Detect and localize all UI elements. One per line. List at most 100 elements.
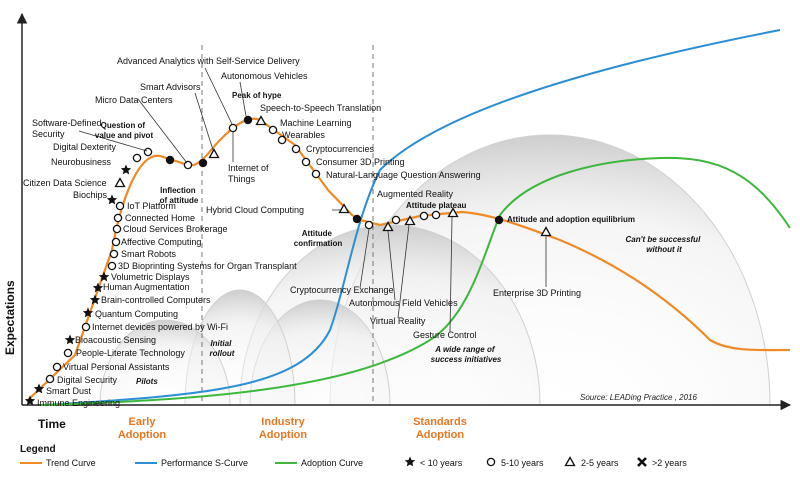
marker-affective-computing bbox=[111, 237, 121, 247]
performance-s-curve bbox=[44, 29, 781, 406]
marker-nlqa bbox=[311, 169, 321, 179]
marker-smart-advisors bbox=[208, 148, 220, 159]
marker-cryptocurrency-exchange bbox=[364, 220, 374, 230]
label-iot-line1: Internet of bbox=[228, 163, 269, 173]
label-internet-of-things: Internet of Things bbox=[228, 163, 271, 184]
label-augmented-reality: Augmented Reality bbox=[377, 189, 454, 199]
marker-question-of-value bbox=[165, 155, 175, 165]
marker-cloud-services-brokerage bbox=[112, 224, 122, 234]
background-domes bbox=[99, 134, 771, 406]
marker-internet-devices-wifi bbox=[81, 322, 91, 332]
label-gesture-control: Gesture Control bbox=[413, 330, 477, 340]
marker-citizen-data-science bbox=[114, 177, 126, 188]
marker-gesture-control bbox=[447, 207, 459, 218]
pointer-autonomous-field-vehicles bbox=[387, 230, 396, 301]
legend-cross-label: >2 years bbox=[652, 458, 687, 468]
annotation-inflection-line1: Inflection bbox=[160, 186, 196, 195]
marker-consumer-3d-printing bbox=[301, 157, 311, 167]
label-people-literate-technology: People-Literate Technology bbox=[76, 348, 185, 358]
legend-trend-label: Trend Curve bbox=[46, 458, 96, 468]
label-volumetric-displays: Volumetric Displays bbox=[111, 272, 190, 282]
label-iot-platform: IoT Platform bbox=[127, 201, 176, 211]
marker-attitude-confirmation bbox=[352, 214, 362, 224]
label-smart-robots: Smart Robots bbox=[121, 249, 177, 259]
label-smart-dust: Smart Dust bbox=[46, 386, 92, 396]
phase-early-line2: Adoption bbox=[118, 429, 167, 441]
marker-hybrid-cloud bbox=[338, 203, 350, 214]
label-neurobusiness: Neurobusiness bbox=[51, 157, 112, 167]
marker-immune-engineering bbox=[24, 395, 36, 406]
marker-biochips bbox=[106, 194, 118, 205]
label-smart-advisors: Smart Advisors bbox=[140, 82, 201, 92]
label-virtual-reality: Virtual Reality bbox=[370, 316, 426, 326]
annotation-attitude-plateau: Attitude plateau bbox=[406, 201, 467, 210]
marker-equilibrium bbox=[494, 215, 504, 225]
legend-star-icon bbox=[404, 456, 416, 467]
legend-adoption-label: Adoption Curve bbox=[301, 458, 363, 468]
label-digital-security: Digital Security bbox=[57, 375, 118, 385]
annotation-labels: Question of value and pivot Inflection o… bbox=[95, 91, 702, 386]
legend-circle-label: 5-10 years bbox=[501, 458, 544, 468]
label-micro-data-centers: Micro Data Centers bbox=[95, 95, 173, 105]
annotation-inflection: Inflection of attitude bbox=[160, 186, 199, 205]
pointer-software-defined-security bbox=[78, 130, 148, 152]
annotation-range-line1: A wide range of bbox=[434, 345, 496, 354]
annotation-initial-line1: Initial bbox=[210, 339, 232, 348]
pointer-smart-advisors bbox=[194, 92, 214, 151]
marker-software-defined-security bbox=[143, 147, 153, 157]
label-immune-engineering: Immune Engineering bbox=[37, 398, 120, 408]
technology-markers bbox=[24, 67, 552, 406]
pointer-autonomous-vehicles bbox=[239, 81, 247, 117]
label-autonomous-field-vehicles: Autonomous Field Vehicles bbox=[349, 298, 458, 308]
label-human-augmentation: Human Augmentation bbox=[103, 282, 190, 292]
marker-connected-home bbox=[113, 213, 123, 223]
label-sds-line2: Security bbox=[32, 129, 65, 139]
phase-standards-line1: Standards bbox=[413, 416, 467, 428]
legend-cross-icon bbox=[637, 457, 647, 467]
label-speech-to-speech: Speech-to-Speech Translation bbox=[260, 103, 381, 113]
label-citizen-data-science: Citizen Data Science bbox=[23, 178, 107, 188]
annotation-confirmation-line2: confirmation bbox=[294, 239, 343, 248]
phase-early-line1: Early bbox=[129, 416, 157, 428]
adoption-curve bbox=[39, 156, 791, 406]
marker-digital-dexterity bbox=[132, 153, 142, 163]
pointer-advanced-analytics bbox=[204, 67, 233, 125]
label-quantum-computing: Quantum Computing bbox=[95, 309, 178, 319]
label-brain-controlled-computers: Brain-controlled Computers bbox=[101, 295, 211, 305]
marker-enterprise-3d-printing bbox=[540, 226, 552, 237]
marker-quantum-computing bbox=[82, 307, 94, 318]
annotation-cant-be-successful: Can't be successful without it bbox=[625, 235, 702, 254]
annotation-peak-of-hype: Peak of hype bbox=[232, 91, 282, 100]
label-3d-bioprinting: 3D Bioprinting Systems for Organ Transpl… bbox=[118, 261, 297, 271]
label-connected-home: Connected Home bbox=[125, 213, 195, 223]
pointer-gesture-control bbox=[449, 216, 453, 333]
annotation-cant-line1: Can't be successful bbox=[625, 235, 701, 244]
x-axis-label: Time bbox=[38, 417, 66, 431]
label-wearables: Wearables bbox=[282, 130, 325, 140]
marker-neurobusiness bbox=[120, 164, 132, 175]
marker-autonomous-field-vehicles bbox=[382, 221, 394, 232]
annotation-pilots: Pilots bbox=[136, 377, 158, 386]
marker-smart-dust bbox=[33, 383, 45, 394]
marker-augmented-reality-2 bbox=[419, 211, 429, 221]
label-nlqa: Natural-Language Question Answering bbox=[326, 170, 481, 180]
annotation-wide-range: A wide range of success initiatives bbox=[431, 345, 502, 364]
label-software-defined-security: Software-Defined Security bbox=[32, 118, 104, 139]
annotation-attitude-confirmation: Attitude confirmation bbox=[294, 229, 343, 248]
legend-performance-label: Performance S-Curve bbox=[161, 458, 248, 468]
legend-triangle-label: 2-5 years bbox=[581, 458, 619, 468]
label-bioacoustic-sensing: Bioacoustic Sensing bbox=[75, 335, 156, 345]
annotation-question-of-value: Question of value and pivot bbox=[95, 121, 154, 140]
marker-iot-platform bbox=[115, 201, 125, 211]
legend-star-label: < 10 years bbox=[420, 458, 463, 468]
legend-triangle-icon bbox=[564, 456, 576, 467]
phase-industry-line1: Industry bbox=[261, 416, 305, 428]
marker-advanced-analytics bbox=[228, 123, 238, 133]
marker-virtual-reality bbox=[404, 215, 416, 226]
marker-people-literate-technology bbox=[63, 348, 73, 358]
label-biochips: Biochips bbox=[73, 190, 108, 200]
label-sds-line1: Software-Defined bbox=[32, 118, 102, 128]
marker-machine-learning bbox=[268, 125, 278, 135]
